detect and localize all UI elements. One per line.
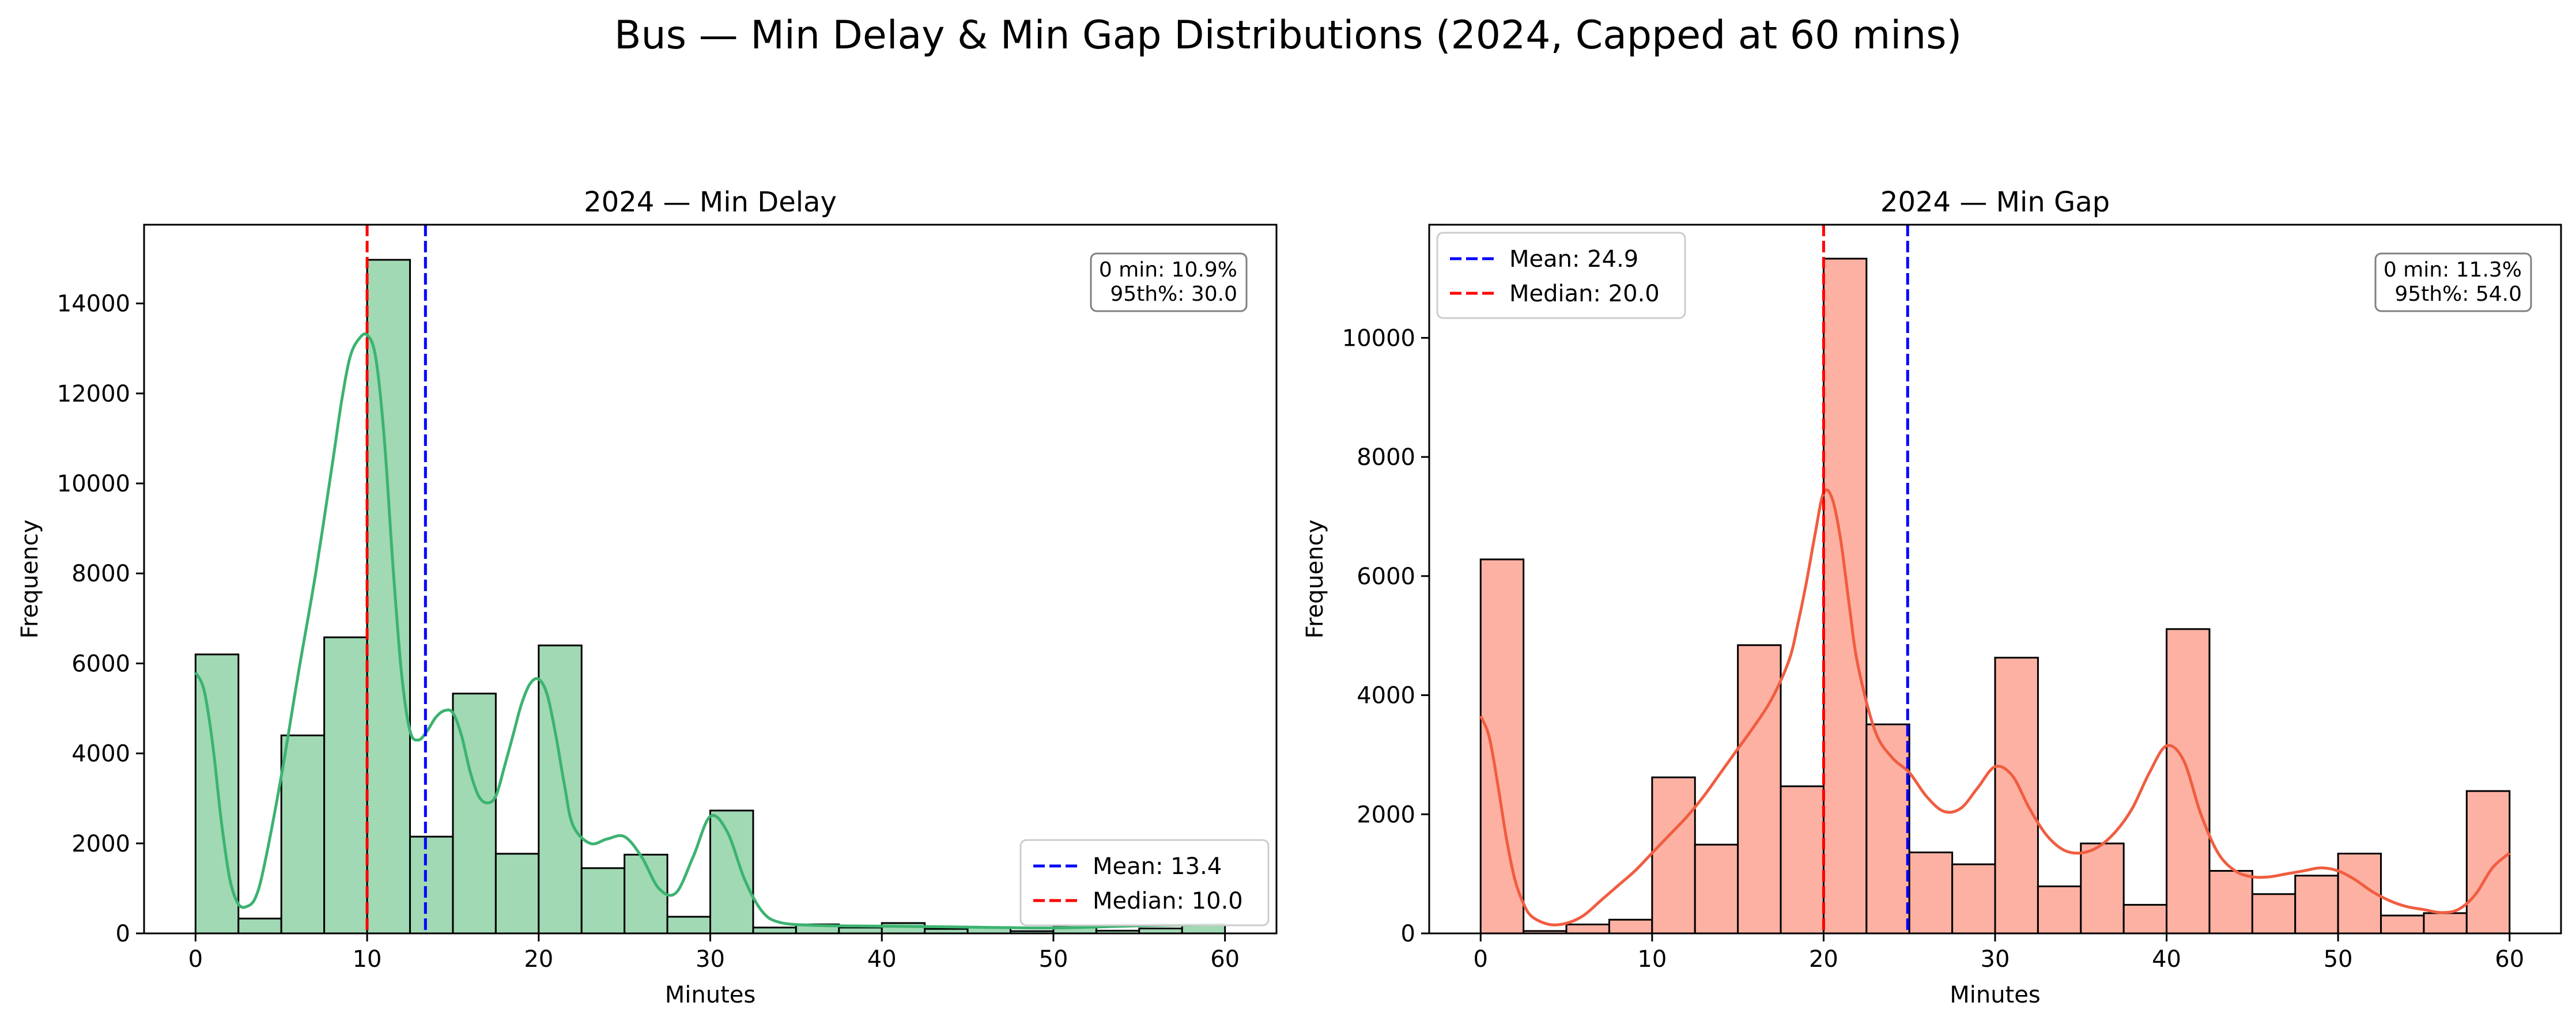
y-axis-label: Frequency — [17, 520, 43, 639]
histogram-bar — [1822, 258, 1868, 935]
x-tick-label: 60 — [1210, 946, 1240, 973]
x-tick-label: 30 — [1981, 946, 2010, 973]
histogram-bar — [1865, 723, 1910, 935]
histogram-bars — [1479, 258, 2511, 935]
histogram-bar — [1608, 918, 1653, 935]
histogram-bar — [2294, 875, 2339, 935]
legend-box — [1436, 232, 1686, 319]
x-tick-label: 10 — [1637, 946, 1667, 973]
histogram-bar — [1737, 644, 1782, 935]
legend: Mean: 13.4 Median: 10.0 — [1019, 839, 1270, 926]
x-axis: 0 10 20 30 40 50 60 — [1474, 933, 2524, 973]
annotation-box — [2374, 252, 2532, 312]
y-tick-label: 2000 — [71, 831, 130, 857]
histogram-bar — [494, 853, 540, 935]
x-tick-label: 10 — [353, 946, 382, 973]
x-tick-label: 40 — [867, 946, 897, 973]
histogram-bar — [580, 867, 626, 935]
y-axis-label: Frequency — [1302, 520, 1328, 639]
legend-median-label: Median: 20.0 — [1509, 281, 1660, 307]
y-tick-label: 6000 — [1357, 563, 1415, 590]
histogram-bar — [409, 835, 454, 935]
legend-mean-label: Mean: 24.9 — [1509, 246, 1638, 273]
stats-annotation: 0 min: 10.9%95th%: 30.0 — [1090, 252, 1248, 312]
histogram-bar — [237, 917, 282, 935]
annotation-line: 0 min: 11.3% — [2384, 258, 2522, 282]
histogram-bar — [323, 636, 368, 935]
y-tick-label: 4000 — [71, 741, 130, 767]
x-tick-label: 60 — [2495, 946, 2524, 973]
y-tick-label: 0 — [116, 921, 130, 947]
x-tick-label: 0 — [188, 946, 203, 973]
x-tick-label: 40 — [2152, 946, 2181, 973]
y-tick-label: 2000 — [1357, 801, 1415, 828]
annotation-line: 95th%: 30.0 — [1110, 282, 1237, 306]
chart-title: 2024 — Min Delay — [584, 186, 837, 218]
histogram-bar — [2166, 628, 2211, 935]
histogram-bar — [838, 926, 883, 935]
histogram-bar — [666, 916, 712, 935]
histogram-bar — [1479, 558, 1525, 935]
histogram-bar — [2251, 893, 2297, 935]
x-axis-label: Minutes — [665, 982, 756, 1008]
annotation-line: 0 min: 10.9% — [1099, 258, 1237, 282]
histogram-bar — [2423, 912, 2468, 935]
y-tick-label: 6000 — [71, 650, 130, 677]
histogram-bar — [1651, 776, 1696, 935]
histogram-bar — [1908, 851, 1954, 935]
y-axis: 0 2000 4000 6000 8000 10000 — [1342, 325, 1429, 947]
y-tick-label: 8000 — [71, 561, 130, 587]
legend-box — [1019, 839, 1270, 926]
histogram-bar — [1780, 785, 1825, 935]
histogram-bar — [1994, 656, 2039, 935]
kde-curve — [194, 332, 1225, 930]
y-axis: 0 2000 4000 6000 8000 10000 12000 14000 — [57, 291, 144, 947]
x-tick-label: 20 — [1809, 946, 1838, 973]
histogram-bar — [280, 734, 326, 935]
legend-median-label: Median: 10.0 — [1093, 888, 1243, 914]
annotation-line: 95th%: 54.0 — [2394, 282, 2522, 306]
histogram-bar — [2080, 842, 2125, 935]
histogram-bar — [2122, 903, 2168, 935]
legend: Mean: 24.9 Median: 20.0 — [1436, 232, 1686, 319]
legend-mean-label: Mean: 13.4 — [1093, 853, 1222, 880]
x-tick-label: 50 — [1039, 946, 1068, 973]
histogram-bar — [1565, 923, 1610, 935]
y-tick-label: 4000 — [1357, 683, 1415, 709]
x-axis: 0 10 20 30 40 50 60 — [188, 933, 1240, 973]
y-tick-label: 10000 — [1342, 325, 1415, 351]
histogram-bar — [1181, 924, 1226, 935]
x-tick-label: 30 — [696, 946, 725, 973]
x-tick-label: 50 — [2324, 946, 2353, 973]
figure-title: Bus — Min Delay & Min Gap Distributions … — [614, 13, 1962, 58]
y-tick-label: 8000 — [1357, 444, 1415, 471]
chart-title: 2024 — Min Gap — [1880, 186, 2110, 218]
x-tick-label: 20 — [524, 946, 553, 973]
histogram-bar — [881, 922, 926, 935]
y-tick-label: 12000 — [57, 381, 130, 407]
histogram-bar — [366, 259, 411, 935]
y-tick-label: 14000 — [57, 291, 130, 317]
histogram-bar — [1694, 844, 1739, 935]
y-tick-label: 0 — [1401, 921, 1415, 947]
histogram-bar — [2465, 790, 2511, 935]
histogram-bar — [752, 926, 797, 935]
histogram-bar — [1951, 863, 1996, 935]
annotation-box — [1090, 252, 1248, 312]
min-delay-chart: 0 10 20 30 40 50 60 0 2000 4000 6000 8000 10000 12000… — [17, 186, 1278, 1008]
histogram-bar — [2380, 914, 2425, 935]
y-tick-label: 10000 — [57, 471, 130, 497]
histogram-bar — [709, 810, 754, 935]
histogram-bar — [2037, 885, 2082, 935]
x-tick-label: 0 — [1474, 946, 1488, 973]
x-axis-label: Minutes — [1950, 982, 2040, 1008]
stats-annotation: 0 min: 11.3%95th%: 54.0 — [2374, 252, 2532, 312]
kde-curve — [1479, 488, 2511, 926]
min-gap-chart: 0 10 20 30 40 50 60 0 2000 4000 6000 8000 10000 Minut… — [1302, 186, 2562, 1008]
histogram-bar — [2208, 869, 2253, 935]
